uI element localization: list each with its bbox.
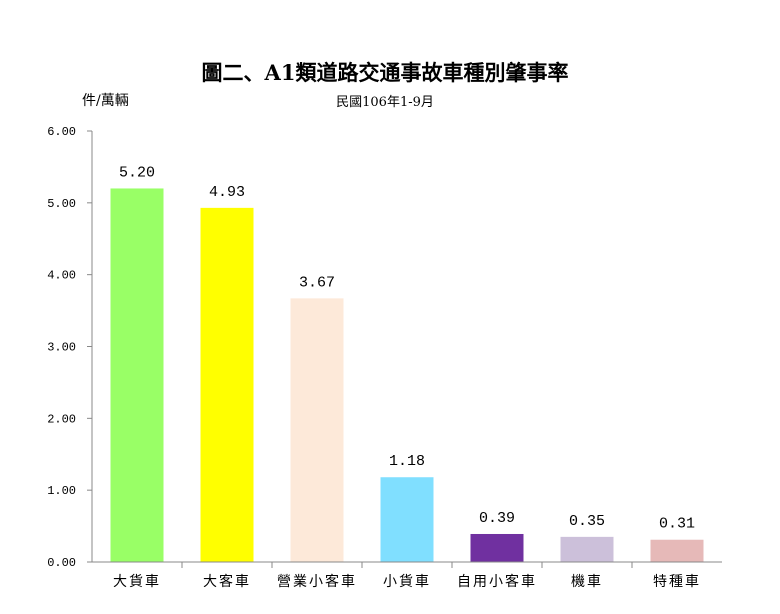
bar — [200, 207, 254, 562]
data-label: 0.35 — [569, 513, 605, 530]
bar — [110, 188, 164, 562]
x-axis-categories: 大貨車 大客車 營業小客車 小貨車 自用小客車 機車 特種車 — [113, 562, 701, 590]
data-label: 1.18 — [389, 453, 425, 470]
data-label: 3.67 — [299, 274, 335, 291]
y-axis-ticks: 0.00 1.00 2.00 3.00 4.00 5.00 6.00 — [47, 125, 92, 570]
bar — [380, 477, 434, 562]
bar — [470, 533, 524, 562]
data-label: 5.20 — [119, 164, 155, 181]
x-category-label: 機車 — [571, 573, 603, 590]
x-category-label: 特種車 — [653, 573, 701, 590]
data-labels: 5.20 4.93 3.67 1.18 0.39 0.35 0.31 — [119, 164, 695, 532]
y-tick-label: 3.00 — [47, 341, 76, 355]
x-category-label: 自用小客車 — [457, 573, 537, 590]
data-label: 0.31 — [659, 516, 695, 533]
y-tick-label: 4.00 — [47, 269, 76, 283]
y-tick-label: 5.00 — [47, 197, 76, 211]
x-category-label: 營業小客車 — [277, 573, 357, 590]
data-label: 0.39 — [479, 510, 515, 527]
x-category-label: 小貨車 — [383, 573, 431, 590]
bar — [290, 298, 344, 562]
y-tick-label: 2.00 — [47, 412, 76, 426]
chart-subtitle: 民國106年1-9月 — [336, 95, 434, 110]
x-category-label: 大客車 — [203, 573, 251, 590]
data-label: 4.93 — [209, 184, 245, 201]
y-tick-label: 1.00 — [47, 484, 76, 498]
chart-title: 圖二、A1類道路交通事故車種別肇事率 — [202, 60, 569, 85]
y-tick-label: 0.00 — [47, 556, 76, 570]
y-tick-label: 6.00 — [47, 125, 76, 139]
y-axis-label: 件/萬輛 — [82, 93, 129, 109]
bars — [110, 188, 704, 562]
x-category-label: 大貨車 — [113, 573, 161, 590]
bar — [650, 539, 704, 562]
bar — [560, 536, 614, 562]
